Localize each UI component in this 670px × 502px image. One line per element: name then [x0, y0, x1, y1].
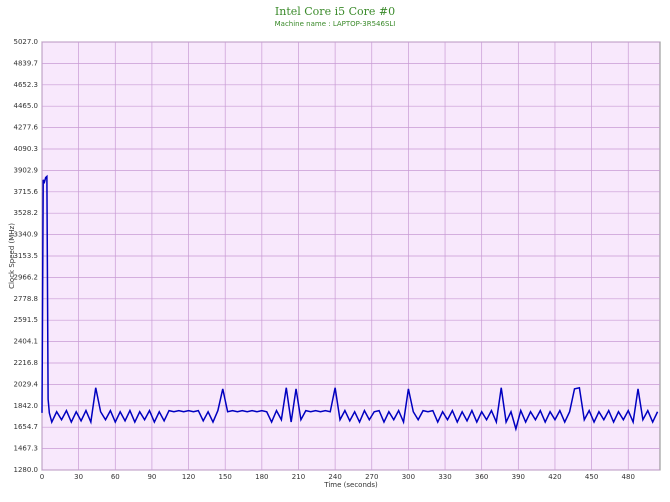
chart-title: Intel Core i5 Core #0 — [275, 5, 395, 18]
x-tick-label: 270 — [365, 473, 378, 481]
x-tick-label: 330 — [438, 473, 451, 481]
chart-subtitle: Machine name : LAPTOP-3R546SLI — [275, 20, 396, 28]
x-tick-label: 180 — [255, 473, 268, 481]
y-tick-label: 2216.8 — [14, 359, 39, 367]
x-tick-label: 60 — [111, 473, 120, 481]
y-tick-label: 1280.0 — [14, 466, 39, 474]
x-tick-label: 360 — [475, 473, 488, 481]
x-tick-label: 150 — [219, 473, 232, 481]
data-line — [41, 174, 659, 432]
x-tick-label: 480 — [622, 473, 635, 481]
x-tick-label: 210 — [292, 473, 305, 481]
y-tick-label: 5027.0 — [14, 38, 39, 46]
y-tick-label: 2029.4 — [14, 380, 39, 388]
y-tick-label: 2404.1 — [14, 338, 39, 346]
y-tick-label: 1654.7 — [14, 423, 39, 431]
x-tick-label: 90 — [147, 473, 156, 481]
y-tick-label: 1842.0 — [14, 402, 39, 410]
y-tick-label: 3153.5 — [14, 252, 39, 260]
y-tick-label: 3528.2 — [14, 209, 39, 217]
y-tick-label: 4090.3 — [14, 145, 39, 153]
y-tick-label: 3902.9 — [14, 166, 39, 174]
y-tick-label: 4839.7 — [14, 59, 39, 67]
y-tick-label: 3715.6 — [14, 188, 39, 196]
y-tick-label: 4652.3 — [14, 81, 39, 89]
y-tick-label: 2778.8 — [14, 295, 39, 303]
x-tick-label: 120 — [182, 473, 195, 481]
x-tick-label: 300 — [402, 473, 415, 481]
y-tick-label: 2966.2 — [14, 273, 39, 281]
x-axis-label: Time (seconds) — [323, 481, 378, 489]
y-tick-label: 4277.6 — [14, 124, 39, 132]
x-tick-label: 420 — [548, 473, 561, 481]
y-tick-label: 4465.0 — [14, 102, 39, 110]
y-tick-label: 3340.9 — [14, 231, 39, 239]
y-axis-label: Clock Speed (MHz) — [8, 223, 16, 289]
x-tick-label: 450 — [585, 473, 598, 481]
x-tick-label: 30 — [74, 473, 83, 481]
x-tick-label: 240 — [328, 473, 341, 481]
x-tick-label: 0 — [40, 473, 44, 481]
y-tick-label: 2591.5 — [14, 316, 39, 324]
y-tick-label: 1467.3 — [14, 445, 39, 453]
x-tick-label: 390 — [512, 473, 525, 481]
